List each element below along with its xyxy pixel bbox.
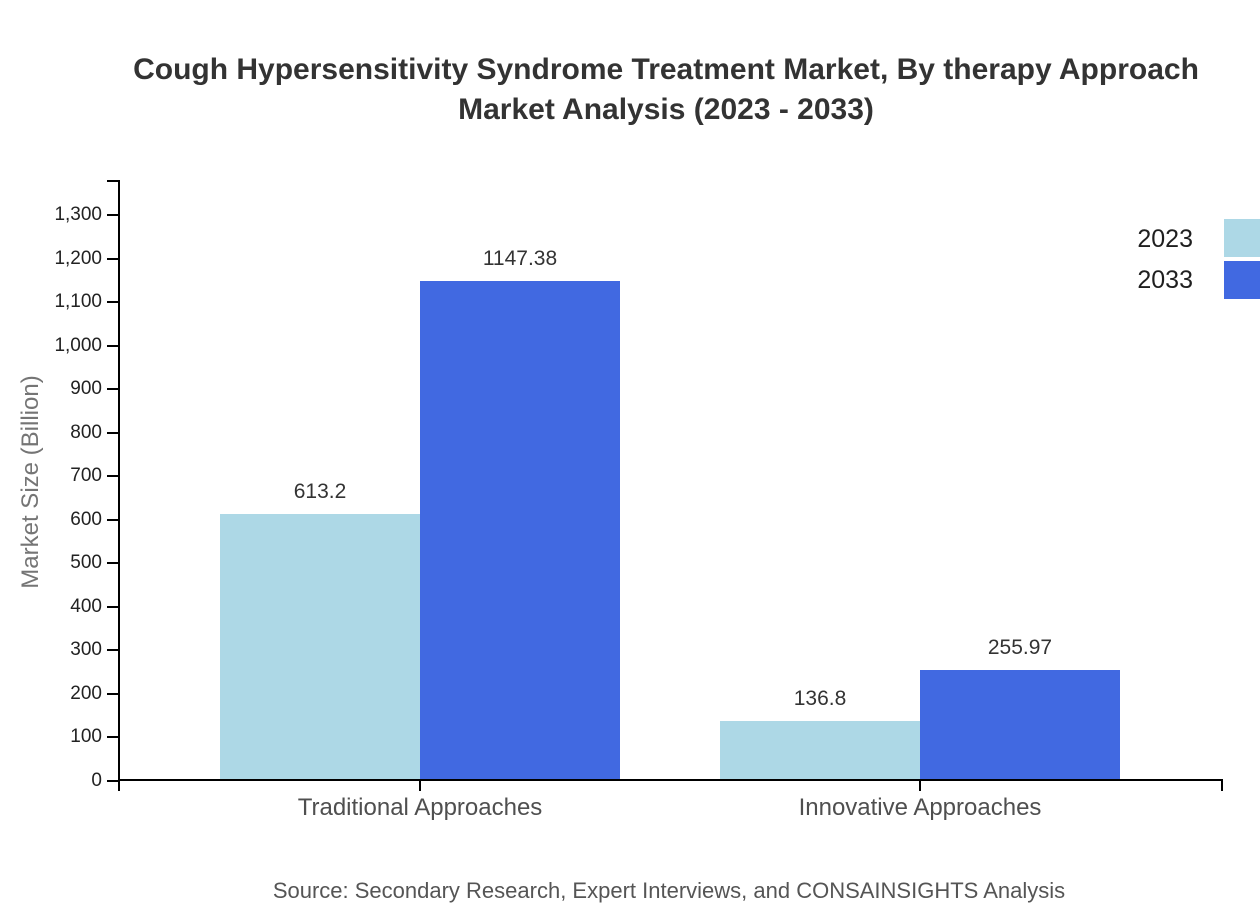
y-tick [107,214,118,216]
y-tick [107,257,118,260]
y-tick-label: 1,000 [54,334,102,356]
y-tick [107,301,118,304]
legend-swatch [1224,219,1260,257]
legend-label: 2023 [1137,225,1193,253]
y-tick-label: 900 [70,378,102,400]
bar [220,514,420,781]
y-tick [107,475,118,478]
legend-swatch [1224,261,1260,299]
y-tick-label: 400 [70,595,102,617]
y-tick [107,649,118,652]
y-tick-label: 300 [70,639,102,661]
y-tick [107,431,118,434]
y-tick-label: 500 [70,552,102,574]
x-axis-line [118,779,1223,781]
y-tick-label: 1,200 [54,247,102,269]
y-tick-label: 0 [91,770,102,791]
legend-label: 2033 [1137,266,1193,294]
y-tick-label: 700 [70,465,102,487]
source-note: Source: Secondary Research, Expert Inter… [272,878,1066,903]
chart-title-line-1: Cough Hypersensitivity Syndrome Treatmen… [133,53,1199,86]
bar-value-label: 613.2 [293,480,347,504]
y-tick-label: 200 [70,682,102,704]
y-tick [107,388,118,391]
x-axis-left-cap [118,779,120,791]
y-tick [107,518,118,521]
y-tick [107,344,118,347]
bar [920,669,1120,781]
bar-value-label: 136.8 [793,687,847,711]
y-tick [107,562,118,565]
y-tick-label: 1,300 [54,204,102,225]
bar-value-label: 255.97 [987,635,1053,659]
y-tick-label: 800 [70,421,102,443]
y-tick [107,692,118,695]
y-axis-line [118,180,120,782]
x-tick [419,781,421,791]
x-tick [919,781,921,791]
x-category-label: Traditional Approaches [297,794,543,821]
y-tick [107,605,118,608]
x-category-label: Innovative Approaches [798,794,1042,821]
bar-value-label: 1147.38 [482,247,558,271]
x-axis-right-cap [1221,779,1223,791]
y-axis-top-cap [107,180,120,182]
y-tick [107,736,118,739]
y-tick-label: 600 [70,508,102,530]
chart-title-line-2: Market Analysis (2023 - 2033) [458,93,874,126]
bar [720,721,920,781]
y-tick-label: 1,100 [54,291,102,313]
bar [420,281,620,781]
y-tick [107,780,118,782]
y-tick-label: 100 [70,726,102,748]
